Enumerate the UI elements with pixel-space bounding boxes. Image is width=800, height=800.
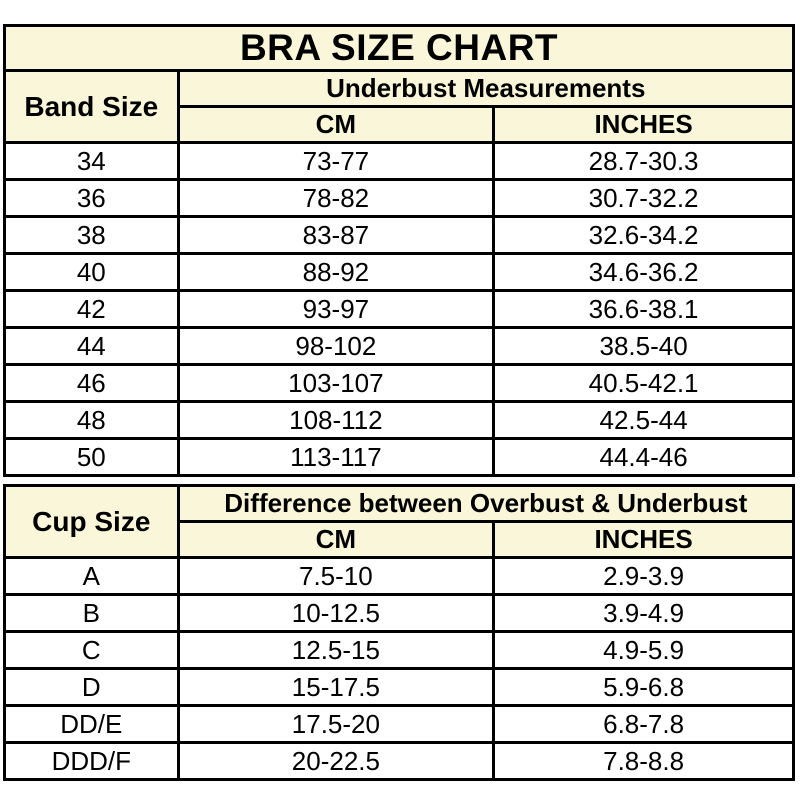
band-inches-column-header: INCHES bbox=[492, 105, 795, 144]
cup-size-cell: DD/E bbox=[3, 704, 180, 744]
inches-cell: 5.9-6.8 bbox=[492, 667, 795, 707]
table-row: B 10-12.5 3.9-4.9 bbox=[3, 593, 795, 633]
underbust-measurements-header: Underbust Measurements bbox=[176, 69, 796, 108]
inches-cell: 3.9-4.9 bbox=[492, 593, 795, 633]
band-cm-column-header: CM bbox=[176, 105, 496, 144]
inches-cell: 38.5-40 bbox=[492, 326, 795, 366]
inches-cell: 4.9-5.9 bbox=[492, 630, 795, 670]
inches-cell: 44.4-46 bbox=[492, 437, 795, 477]
inches-cell: 36.6-38.1 bbox=[492, 289, 795, 329]
cm-cell: 12.5-15 bbox=[176, 630, 496, 670]
cup-size-table: Cup Size Difference between Overbust & U… bbox=[3, 484, 796, 781]
inches-cell: 2.9-3.9 bbox=[492, 556, 795, 596]
cup-inches-column-header: INCHES bbox=[492, 520, 795, 559]
inches-cell: 40.5-42.1 bbox=[492, 363, 795, 403]
band-size-cell: 42 bbox=[3, 289, 180, 329]
band-size-cell: 36 bbox=[3, 178, 180, 218]
table-row: DD/E 17.5-20 6.8-7.8 bbox=[3, 704, 795, 744]
chart-title: BRA SIZE CHART bbox=[3, 24, 795, 72]
table-row: 50 113-117 44.4-46 bbox=[3, 437, 795, 477]
band-size-header: Band Size bbox=[3, 69, 180, 144]
inches-cell: 7.8-8.8 bbox=[492, 741, 795, 781]
table-row: A 7.5-10 2.9-3.9 bbox=[3, 556, 795, 596]
table-row: 40 88-92 34.6-36.2 bbox=[3, 252, 795, 292]
cm-cell: 10-12.5 bbox=[176, 593, 496, 633]
cm-cell: 93-97 bbox=[176, 289, 496, 329]
band-size-table: BRA SIZE CHART Band Size Underbust Measu… bbox=[3, 24, 796, 477]
table-row: 36 78-82 30.7-32.2 bbox=[3, 178, 795, 218]
cm-cell: 103-107 bbox=[176, 363, 496, 403]
band-size-cell: 44 bbox=[3, 326, 180, 366]
inches-cell: 34.6-36.2 bbox=[492, 252, 795, 292]
cup-size-header: Cup Size bbox=[3, 484, 180, 559]
cup-size-cell: B bbox=[3, 593, 180, 633]
inches-cell: 32.6-34.2 bbox=[492, 215, 795, 255]
cm-cell: 7.5-10 bbox=[176, 556, 496, 596]
cup-size-cell: C bbox=[3, 630, 180, 670]
cup-group-header-row: Cup Size Difference between Overbust & U… bbox=[3, 484, 796, 559]
table-row: 44 98-102 38.5-40 bbox=[3, 326, 795, 366]
table-row: 38 83-87 32.6-34.2 bbox=[3, 215, 795, 255]
cm-cell: 108-112 bbox=[176, 400, 496, 440]
table-row: DDD/F 20-22.5 7.8-8.8 bbox=[3, 741, 795, 781]
band-unit-header-row: CM INCHES bbox=[5, 105, 795, 144]
table-row: C 12.5-15 4.9-5.9 bbox=[3, 630, 795, 670]
table-row: D 15-17.5 5.9-6.8 bbox=[3, 667, 795, 707]
table-row: 34 73-77 28.7-30.3 bbox=[3, 141, 795, 181]
overbust-difference-header: Difference between Overbust & Underbust bbox=[176, 484, 796, 523]
chart-title-row: BRA SIZE CHART bbox=[3, 24, 795, 72]
band-size-cell: 34 bbox=[3, 141, 180, 181]
inches-cell: 28.7-30.3 bbox=[492, 141, 795, 181]
table-row: 42 93-97 36.6-38.1 bbox=[3, 289, 795, 329]
table-row: 48 108-112 42.5-44 bbox=[3, 400, 795, 440]
cm-cell: 20-22.5 bbox=[176, 741, 496, 781]
band-size-cell: 40 bbox=[3, 252, 180, 292]
band-size-cell: 38 bbox=[3, 215, 180, 255]
inches-cell: 6.8-7.8 bbox=[492, 704, 795, 744]
inches-cell: 30.7-32.2 bbox=[492, 178, 795, 218]
table-divider-gap bbox=[3, 477, 795, 484]
inches-cell: 42.5-44 bbox=[492, 400, 795, 440]
cup-size-cell: A bbox=[3, 556, 180, 596]
cm-cell: 88-92 bbox=[176, 252, 496, 292]
band-size-cell: 46 bbox=[3, 363, 180, 403]
cup-unit-header-row: CM INCHES bbox=[5, 520, 795, 559]
cup-size-cell: D bbox=[3, 667, 180, 707]
band-group-header-row: Band Size Underbust Measurements bbox=[3, 69, 796, 144]
cup-cm-column-header: CM bbox=[176, 520, 496, 559]
cm-cell: 73-77 bbox=[176, 141, 496, 181]
cm-cell: 83-87 bbox=[176, 215, 496, 255]
band-size-cell: 48 bbox=[3, 400, 180, 440]
cm-cell: 78-82 bbox=[176, 178, 496, 218]
band-size-cell: 50 bbox=[3, 437, 180, 477]
cm-cell: 113-117 bbox=[176, 437, 496, 477]
cup-size-cell: DDD/F bbox=[3, 741, 180, 781]
cm-cell: 98-102 bbox=[176, 326, 496, 366]
table-row: 46 103-107 40.5-42.1 bbox=[3, 363, 795, 403]
cm-cell: 15-17.5 bbox=[176, 667, 496, 707]
cm-cell: 17.5-20 bbox=[176, 704, 496, 744]
